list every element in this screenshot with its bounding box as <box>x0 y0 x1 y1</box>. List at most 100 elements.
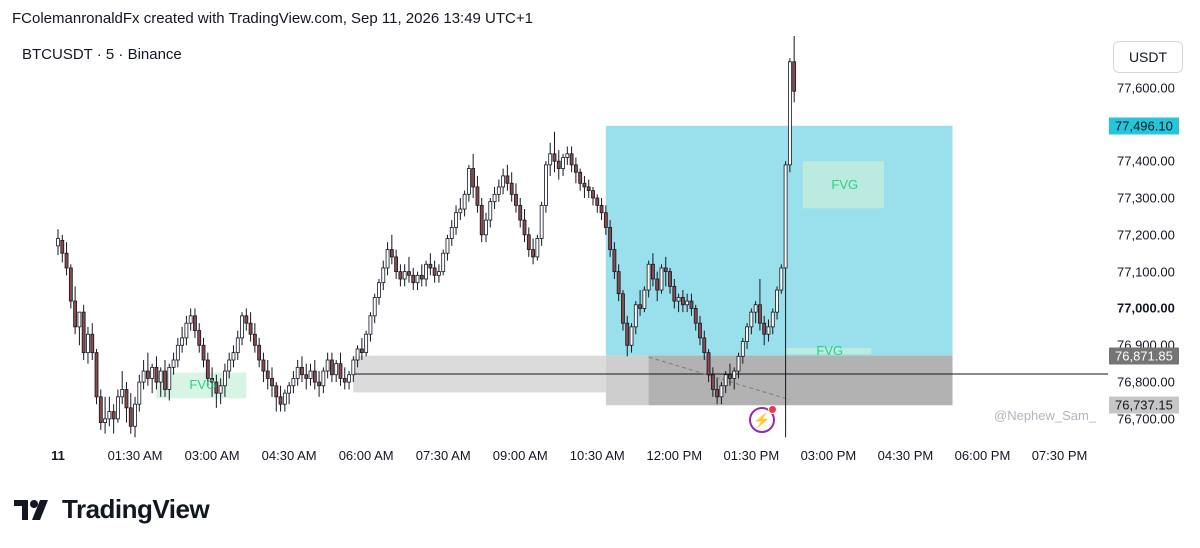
price-tag[interactable]: 76,871.85 <box>1109 347 1179 365</box>
candle-down <box>689 300 694 309</box>
candle-down <box>244 315 249 324</box>
candle-up <box>402 271 407 280</box>
candle-up <box>770 311 775 328</box>
candle-down <box>330 359 334 376</box>
candle-down <box>261 359 266 372</box>
candle-up <box>141 370 146 383</box>
candle-up <box>548 153 553 166</box>
price-tag[interactable]: 77,496.10 <box>1109 117 1179 135</box>
candle-up <box>184 322 189 339</box>
candle-down <box>197 330 202 346</box>
symbol-title[interactable]: BTCUSDT · 5 · Binance <box>22 46 182 63</box>
candle-up <box>753 304 758 313</box>
candle-down <box>81 311 86 354</box>
candle-down <box>668 271 672 287</box>
candle-down <box>758 304 762 324</box>
candle-up <box>749 311 754 328</box>
time-tick-label: 04:30 PM <box>877 448 934 463</box>
candle-down <box>411 274 416 284</box>
candle-up <box>775 289 779 313</box>
brand-logo[interactable]: TradingView <box>14 494 210 525</box>
candle-up <box>676 297 681 302</box>
time-tick-label: 06:00 PM <box>954 448 1011 463</box>
candle-up <box>107 411 112 420</box>
candle-down <box>432 267 437 276</box>
candle-up <box>235 337 240 354</box>
currency-button[interactable]: USDT <box>1113 41 1183 73</box>
candle-up <box>223 370 227 387</box>
time-tick-label: 01:30 PM <box>723 448 780 463</box>
candle-up <box>633 304 638 328</box>
fvg-label: FVG <box>831 176 859 192</box>
candle-up <box>659 267 664 291</box>
fvg-label: FVG <box>189 377 217 393</box>
candle-up <box>377 282 381 298</box>
time-tick-label: 01:30 AM <box>107 448 163 463</box>
chart-frame[interactable]: BTCUSDT · 5 · Binance USDT 77,600.00 77,4… <box>12 36 1188 469</box>
candle-down <box>342 378 347 383</box>
candle-up <box>158 370 163 383</box>
candle-down <box>638 304 642 309</box>
candle-down <box>359 348 364 354</box>
candle-down <box>762 322 767 335</box>
candle-up <box>351 359 356 376</box>
candle-down <box>248 322 253 335</box>
time-tick-label: 07:30 AM <box>415 448 471 463</box>
candle-down <box>509 182 514 195</box>
time-scale[interactable] <box>12 441 1108 469</box>
candle-up <box>424 263 428 280</box>
candle-down <box>193 315 197 331</box>
time-tick-label: 09:00 AM <box>492 448 548 463</box>
chart-svg <box>56 36 1108 438</box>
candle-down <box>300 366 304 376</box>
candle-up <box>347 374 351 383</box>
candle-down <box>531 249 535 258</box>
candle-down <box>698 322 702 339</box>
candle-up <box>381 267 386 284</box>
candle-down <box>591 190 595 199</box>
candle-down <box>792 61 797 92</box>
time-tick-label: 11 <box>51 448 65 463</box>
candle-up <box>685 300 690 306</box>
candle-up <box>86 333 90 354</box>
candle-down <box>680 297 685 306</box>
candle-up <box>231 352 236 361</box>
candle-down <box>274 385 279 398</box>
candle-down <box>145 370 150 379</box>
candle-down <box>621 293 625 324</box>
candle-up <box>137 381 142 405</box>
price-tick-label: 76,700.00 <box>1117 411 1175 427</box>
candle-up <box>766 326 771 335</box>
time-tick-label: 07:30 PM <box>1031 448 1088 463</box>
candle-down <box>154 366 159 383</box>
candle-down <box>252 333 257 346</box>
fvg-box <box>156 372 247 399</box>
candle-down <box>398 271 403 280</box>
candle-down <box>526 234 531 250</box>
candle-up <box>295 366 300 379</box>
candle-up <box>368 315 373 335</box>
time-tick-label: 03:00 AM <box>184 448 240 463</box>
candle-up <box>454 212 458 228</box>
candle-down <box>111 411 116 420</box>
price-tick-label: 77,400.00 <box>1117 153 1175 169</box>
fvg-label: FVG <box>816 342 844 358</box>
candle-up <box>539 204 544 239</box>
candle-up <box>441 252 446 273</box>
candle-down <box>312 370 317 383</box>
candle-down <box>94 352 99 398</box>
candle-up <box>496 186 501 195</box>
candle-up <box>561 157 565 169</box>
candle-up <box>501 175 506 188</box>
candle-down <box>573 164 578 173</box>
candle-down <box>582 182 587 188</box>
candle-down <box>616 271 621 295</box>
lightning-icon[interactable]: ⚡ <box>749 407 775 433</box>
candle-down <box>90 333 95 354</box>
candle-down <box>522 219 527 236</box>
header-caption: FColemanronaldFx created with TradingVie… <box>12 10 533 27</box>
candle-up <box>291 378 296 387</box>
candle-down <box>428 263 433 269</box>
price-tag[interactable]: 76,737.15 <box>1109 396 1179 414</box>
candle-down <box>389 249 394 258</box>
